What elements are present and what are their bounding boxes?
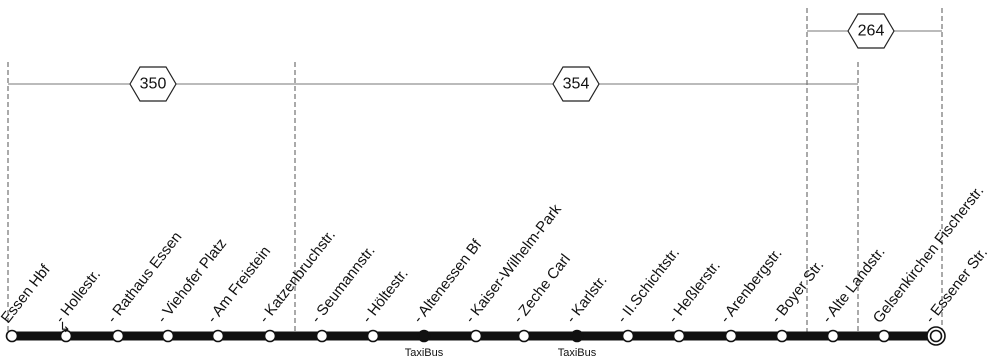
stop: - Katzenbruchstr. [256, 227, 339, 343]
service-note: TaxiBus [405, 347, 444, 359]
stop-marker [672, 329, 686, 343]
direction-arrow-icon: ↳ [59, 319, 71, 335]
route-number: 350 [140, 76, 167, 93]
stop-marker [621, 329, 635, 343]
stop: - Alte Landstr. [819, 244, 889, 343]
route-badge-264: 264 [847, 13, 895, 49]
stop-marker [826, 329, 840, 343]
stop: - Heßlerstr. [665, 258, 724, 343]
stop-name: - Hollestr. [52, 266, 104, 326]
route-badge-354: 354 [552, 66, 600, 102]
stop-marker [161, 329, 175, 343]
stop-marker-taxibus [570, 329, 584, 343]
stop-marker [263, 329, 277, 343]
stop-name: - Höltestr. [359, 265, 412, 326]
stop-marker [366, 329, 380, 343]
stop: - Rathaus Essen [104, 229, 185, 343]
stop-name: - Karlstr. [563, 272, 611, 326]
route-number: 354 [563, 76, 590, 93]
stop-marker [111, 329, 125, 343]
service-note: TaxiBus [558, 347, 597, 359]
stop: - Karlstr. TaxiBus [558, 272, 611, 359]
stop-marker [211, 329, 225, 343]
stop-marker [877, 329, 891, 343]
stop: - Arenbergstr. [717, 245, 786, 343]
stop-marker [315, 329, 329, 343]
stop-marker [59, 329, 73, 343]
stop-marker [929, 329, 943, 343]
stop: - Hollestr.↳ [52, 266, 104, 343]
route-number: 264 [858, 23, 885, 40]
stop: - II.Schichtstr. [614, 244, 683, 343]
stop-name: - Heßlerstr. [665, 258, 724, 327]
stop: - Boyer Str. [768, 257, 827, 343]
stop-marker [469, 329, 483, 343]
stop-marker [775, 329, 789, 343]
stop-marker [517, 329, 531, 343]
stop-marker [5, 329, 19, 343]
stop-marker-taxibus [417, 329, 431, 343]
stop-marker [724, 329, 738, 343]
stop: - Höltestr. [359, 265, 412, 343]
route-badge-350: 350 [129, 66, 177, 102]
